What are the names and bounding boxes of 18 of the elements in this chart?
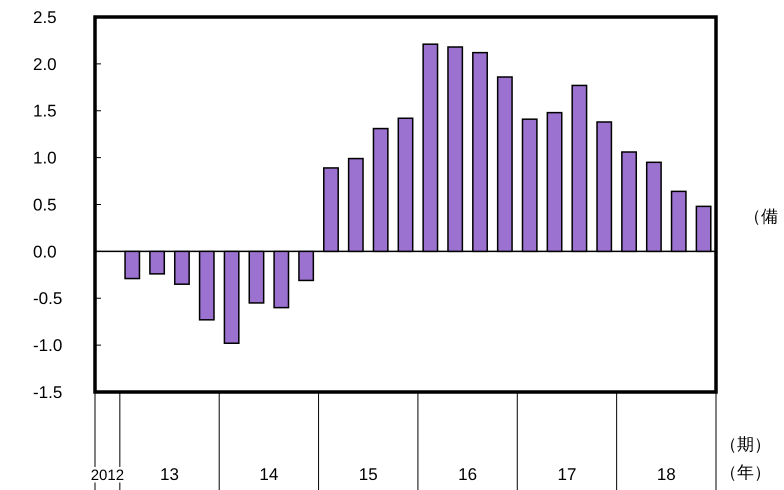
y-tick-label: 0.5	[33, 195, 57, 214]
text: 15	[358, 465, 378, 484]
text: 17	[558, 465, 576, 484]
y-tick-label: -1.5	[33, 382, 62, 402]
y-tick-label: 1.5	[33, 102, 57, 121]
y-tick-label: 1.0	[33, 148, 57, 168]
text: 14	[259, 465, 278, 484]
y-tick-label: -1.0	[33, 336, 62, 356]
text: 18	[656, 465, 676, 484]
y-tick-label: 0.0	[33, 242, 57, 262]
y-tick-label: -0.5	[33, 289, 62, 308]
text: 13	[160, 465, 179, 484]
x-axis-title: （期）	[720, 435, 771, 454]
text: （備	[744, 207, 778, 226]
y-tick-label: 2.0	[33, 54, 57, 74]
y-tick-label: 2.5	[33, 8, 57, 27]
text: 16	[458, 465, 478, 484]
text: （年）	[720, 463, 771, 482]
